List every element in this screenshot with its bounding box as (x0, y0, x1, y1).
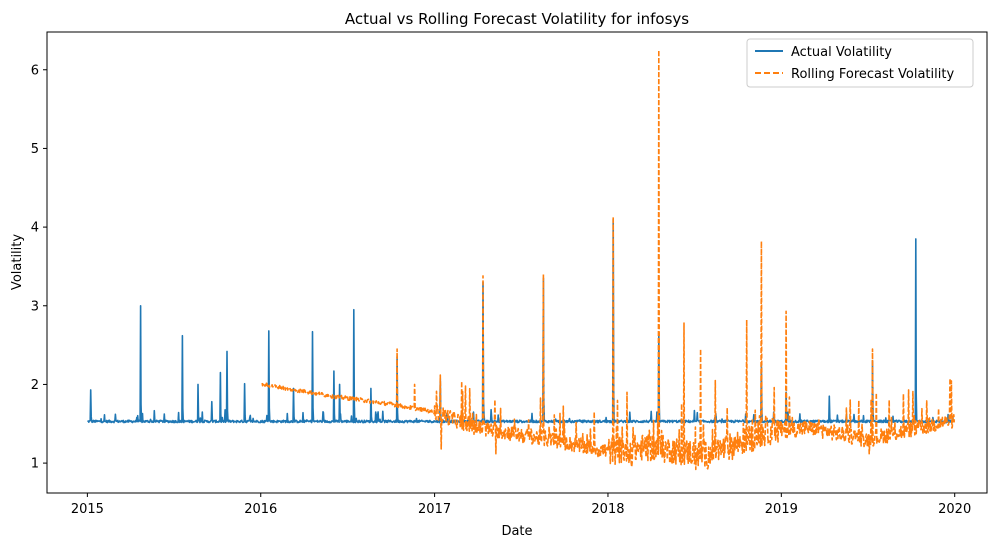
series-rolling-forecast-volatility (261, 49, 955, 471)
legend-label-forecast: Rolling Forecast Volatility (791, 67, 954, 82)
x-tick-label: 2019 (765, 502, 798, 517)
series-layer (87, 49, 955, 471)
chart-title: Actual vs Rolling Forecast Volatility fo… (345, 10, 689, 28)
x-axis: 2015 2016 2017 2018 2019 2020 (71, 493, 971, 517)
y-tick-label: 6 (31, 63, 39, 78)
y-tick-label: 2 (31, 378, 39, 393)
y-tick-label: 3 (31, 299, 39, 314)
y-tick-label: 1 (31, 457, 39, 472)
y-tick-label: 5 (31, 142, 39, 157)
x-tick-label: 2015 (71, 502, 104, 517)
legend: Actual Volatility Rolling Forecast Volat… (746, 38, 974, 88)
legend-label-actual: Actual Volatility (791, 45, 892, 60)
x-tick-label: 2017 (418, 502, 451, 517)
legend-box (746, 38, 974, 88)
y-tick-label: 4 (31, 221, 39, 236)
series-actual-volatility (87, 218, 955, 424)
x-axis-label: Date (501, 524, 532, 539)
x-tick-label: 2018 (591, 502, 624, 517)
x-tick-label: 2016 (244, 502, 277, 517)
y-axis-label: Volatility (10, 234, 25, 290)
y-axis: 1 2 3 4 5 6 (31, 63, 47, 472)
plot-frame (46, 31, 988, 494)
x-tick-label: 2020 (938, 502, 971, 517)
